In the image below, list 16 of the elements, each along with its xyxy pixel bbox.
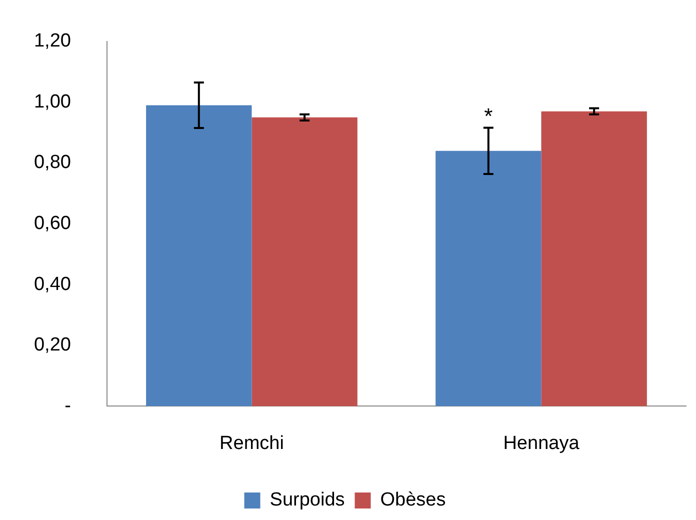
bar — [252, 117, 358, 406]
y-tick-label: 0,40 — [34, 274, 71, 295]
y-tick-label: 0,60 — [34, 213, 71, 234]
y-tick-label: - — [64, 395, 71, 416]
legend-label: Surpoids — [270, 490, 345, 511]
annotation: * — [484, 103, 494, 128]
y-tick-label: 1,20 — [34, 30, 71, 52]
y-tick-label: 0,80 — [34, 152, 71, 174]
bar — [436, 150, 542, 406]
legend-label: Obèses — [380, 490, 446, 511]
y-tick-label: 0,20 — [34, 334, 71, 356]
x-tick-label: Remchi — [220, 432, 284, 454]
bar — [541, 111, 647, 406]
bar — [146, 105, 252, 406]
y-tick-label: 1,00 — [34, 91, 71, 112]
x-tick-label: Hennaya — [503, 432, 580, 454]
